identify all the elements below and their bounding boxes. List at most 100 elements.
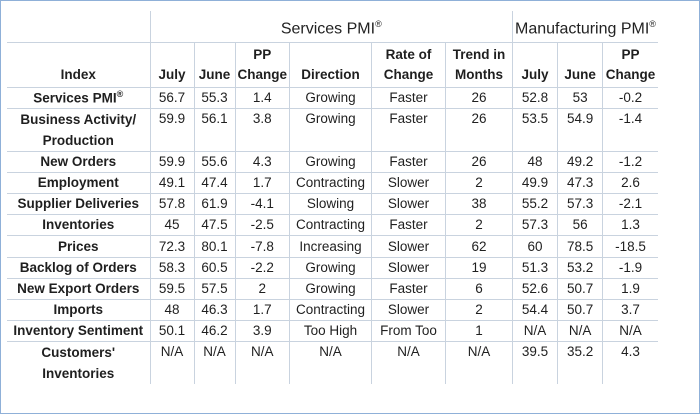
services-pp-cell: 3.9 (235, 320, 291, 342)
rate-cell: Faster (371, 108, 447, 152)
mfg-pp-cell: -1.9 (602, 257, 658, 279)
table-row: Imports 48 46.3 1.7 Contracting Slower 2… (7, 299, 658, 321)
rate-cell: Slower (371, 257, 447, 279)
mfg-june-cell: 53.2 (557, 257, 604, 279)
direction-cell: Too High (289, 320, 373, 342)
table-row: Services PMI® 56.7 55.3 1.4 Growing Fast… (7, 87, 658, 109)
mfg-pp-cell: 2.6 (602, 172, 658, 194)
rate-cell: Slower (371, 299, 447, 321)
column-header-row: Index July June PP Change Direction Rate… (7, 42, 658, 88)
mfg-july-cell: 53.5 (512, 108, 559, 152)
table-row: Customers' Inventories N/A N/A N/A N/A N… (7, 341, 658, 384)
rate-cell: Faster (371, 151, 447, 173)
trend-cell: 2 (445, 214, 514, 236)
row-index-label: Backlog of Orders (7, 257, 151, 279)
mfg-july-cell: 52.6 (512, 278, 559, 300)
trend-cell: 26 (445, 151, 514, 173)
table-row: New Export Orders 59.5 57.5 2 Growing Fa… (7, 278, 658, 300)
services-pp-cell: -4.1 (235, 193, 291, 215)
direction-cell: N/A (289, 341, 373, 384)
services-pp-cell: 2 (235, 278, 291, 300)
manufacturing-group-header: Manufacturing PMI® (512, 11, 658, 43)
table-row: Prices 72.3 80.1 -7.8 Increasing Slower … (7, 235, 658, 258)
direction-cell: Increasing (289, 235, 373, 258)
table-row: Inventories 45 47.5 -2.5 Contracting Fas… (7, 214, 658, 236)
mfg-pp-cell: -1.2 (602, 151, 658, 173)
mfg-june-cell: 56 (557, 214, 604, 236)
rate-cell: N/A (371, 341, 447, 384)
col-mfg-june: June (557, 42, 604, 88)
services-june-cell: 47.4 (194, 172, 236, 194)
mfg-june-cell: 57.3 (557, 193, 604, 215)
row-index-label: Customers' Inventories (7, 341, 151, 384)
services-pp-cell: 1.7 (235, 172, 291, 194)
table-row: Backlog of Orders 58.3 60.5 -2.2 Growing… (7, 257, 658, 279)
row-index-label: Prices (7, 235, 151, 258)
services-june-cell: 56.1 (194, 108, 236, 152)
mfg-july-cell: 57.3 (512, 214, 559, 236)
trend-cell: 2 (445, 172, 514, 194)
direction-cell: Growing (289, 87, 373, 109)
services-july-cell: 59.9 (150, 151, 195, 173)
mfg-pp-cell: -2.1 (602, 193, 658, 215)
row-index-label: Supplier Deliveries (7, 193, 151, 215)
mfg-june-cell: 35.2 (557, 341, 604, 384)
row-index-label: Employment (7, 172, 151, 194)
trend-cell: 26 (445, 87, 514, 109)
services-pp-cell: -7.8 (235, 235, 291, 258)
group-header-row: Services PMI® Manufacturing PMI® (7, 11, 658, 43)
direction-cell: Growing (289, 257, 373, 279)
services-pp-cell: N/A (235, 341, 291, 384)
services-june-cell: 61.9 (194, 193, 236, 215)
row-index-label: Inventories (7, 214, 151, 236)
mfg-pp-cell: -1.4 (602, 108, 658, 152)
mfg-pp-cell: 1.3 (602, 214, 658, 236)
corner-cell (7, 11, 151, 43)
services-june-cell: 47.5 (194, 214, 236, 236)
table-row: Business Activity/ Production 59.9 56.1 … (7, 108, 658, 152)
mfg-july-cell: 60 (512, 235, 559, 258)
mfg-june-cell: 50.7 (557, 278, 604, 300)
trend-cell: 6 (445, 278, 514, 300)
table-row: New Orders 59.9 55.6 4.3 Growing Faster … (7, 151, 658, 173)
services-june-cell: 55.3 (194, 87, 236, 109)
services-july-cell: 56.7 (150, 87, 195, 109)
mfg-june-cell: 53 (557, 87, 604, 109)
services-june-cell: 80.1 (194, 235, 236, 258)
mfg-july-cell: 39.5 (512, 341, 559, 384)
row-index-label: Imports (7, 299, 151, 321)
row-index-label: Business Activity/ Production (7, 108, 151, 152)
table-row: Employment 49.1 47.4 1.7 Contracting Slo… (7, 172, 658, 194)
direction-cell: Contracting (289, 172, 373, 194)
rate-cell: Faster (371, 87, 447, 109)
mfg-june-cell: 49.2 (557, 151, 604, 173)
direction-cell: Contracting (289, 299, 373, 321)
services-pp-cell: 1.4 (235, 87, 291, 109)
direction-cell: Contracting (289, 214, 373, 236)
mfg-june-cell: 78.5 (557, 235, 604, 258)
rate-cell: Faster (371, 278, 447, 300)
mfg-pp-cell: -0.2 (602, 87, 658, 109)
services-july-cell: N/A (150, 341, 195, 384)
mfg-june-cell: N/A (557, 320, 604, 342)
mfg-pp-cell: 3.7 (602, 299, 658, 321)
services-pp-cell: 3.8 (235, 108, 291, 152)
services-june-cell: 60.5 (194, 257, 236, 279)
services-july-cell: 72.3 (150, 235, 195, 258)
row-index-label: Inventory Sentiment (7, 320, 151, 342)
mfg-july-cell: 48 (512, 151, 559, 173)
services-july-cell: 48 (150, 299, 195, 321)
services-pp-cell: 4.3 (235, 151, 291, 173)
rate-cell: Slower (371, 172, 447, 194)
trend-cell: 26 (445, 108, 514, 152)
services-june-cell: 46.3 (194, 299, 236, 321)
table-row: Inventory Sentiment 50.1 46.2 3.9 Too Hi… (7, 320, 658, 342)
services-pp-cell: -2.2 (235, 257, 291, 279)
services-group-header: Services PMI® (150, 11, 514, 43)
services-june-cell: 57.5 (194, 278, 236, 300)
col-pp-change: PP Change (235, 42, 291, 88)
col-trend: Trend in Months (445, 42, 514, 88)
row-index-label: New Export Orders (7, 278, 151, 300)
col-rate-of-change: Rate of Change (371, 42, 447, 88)
